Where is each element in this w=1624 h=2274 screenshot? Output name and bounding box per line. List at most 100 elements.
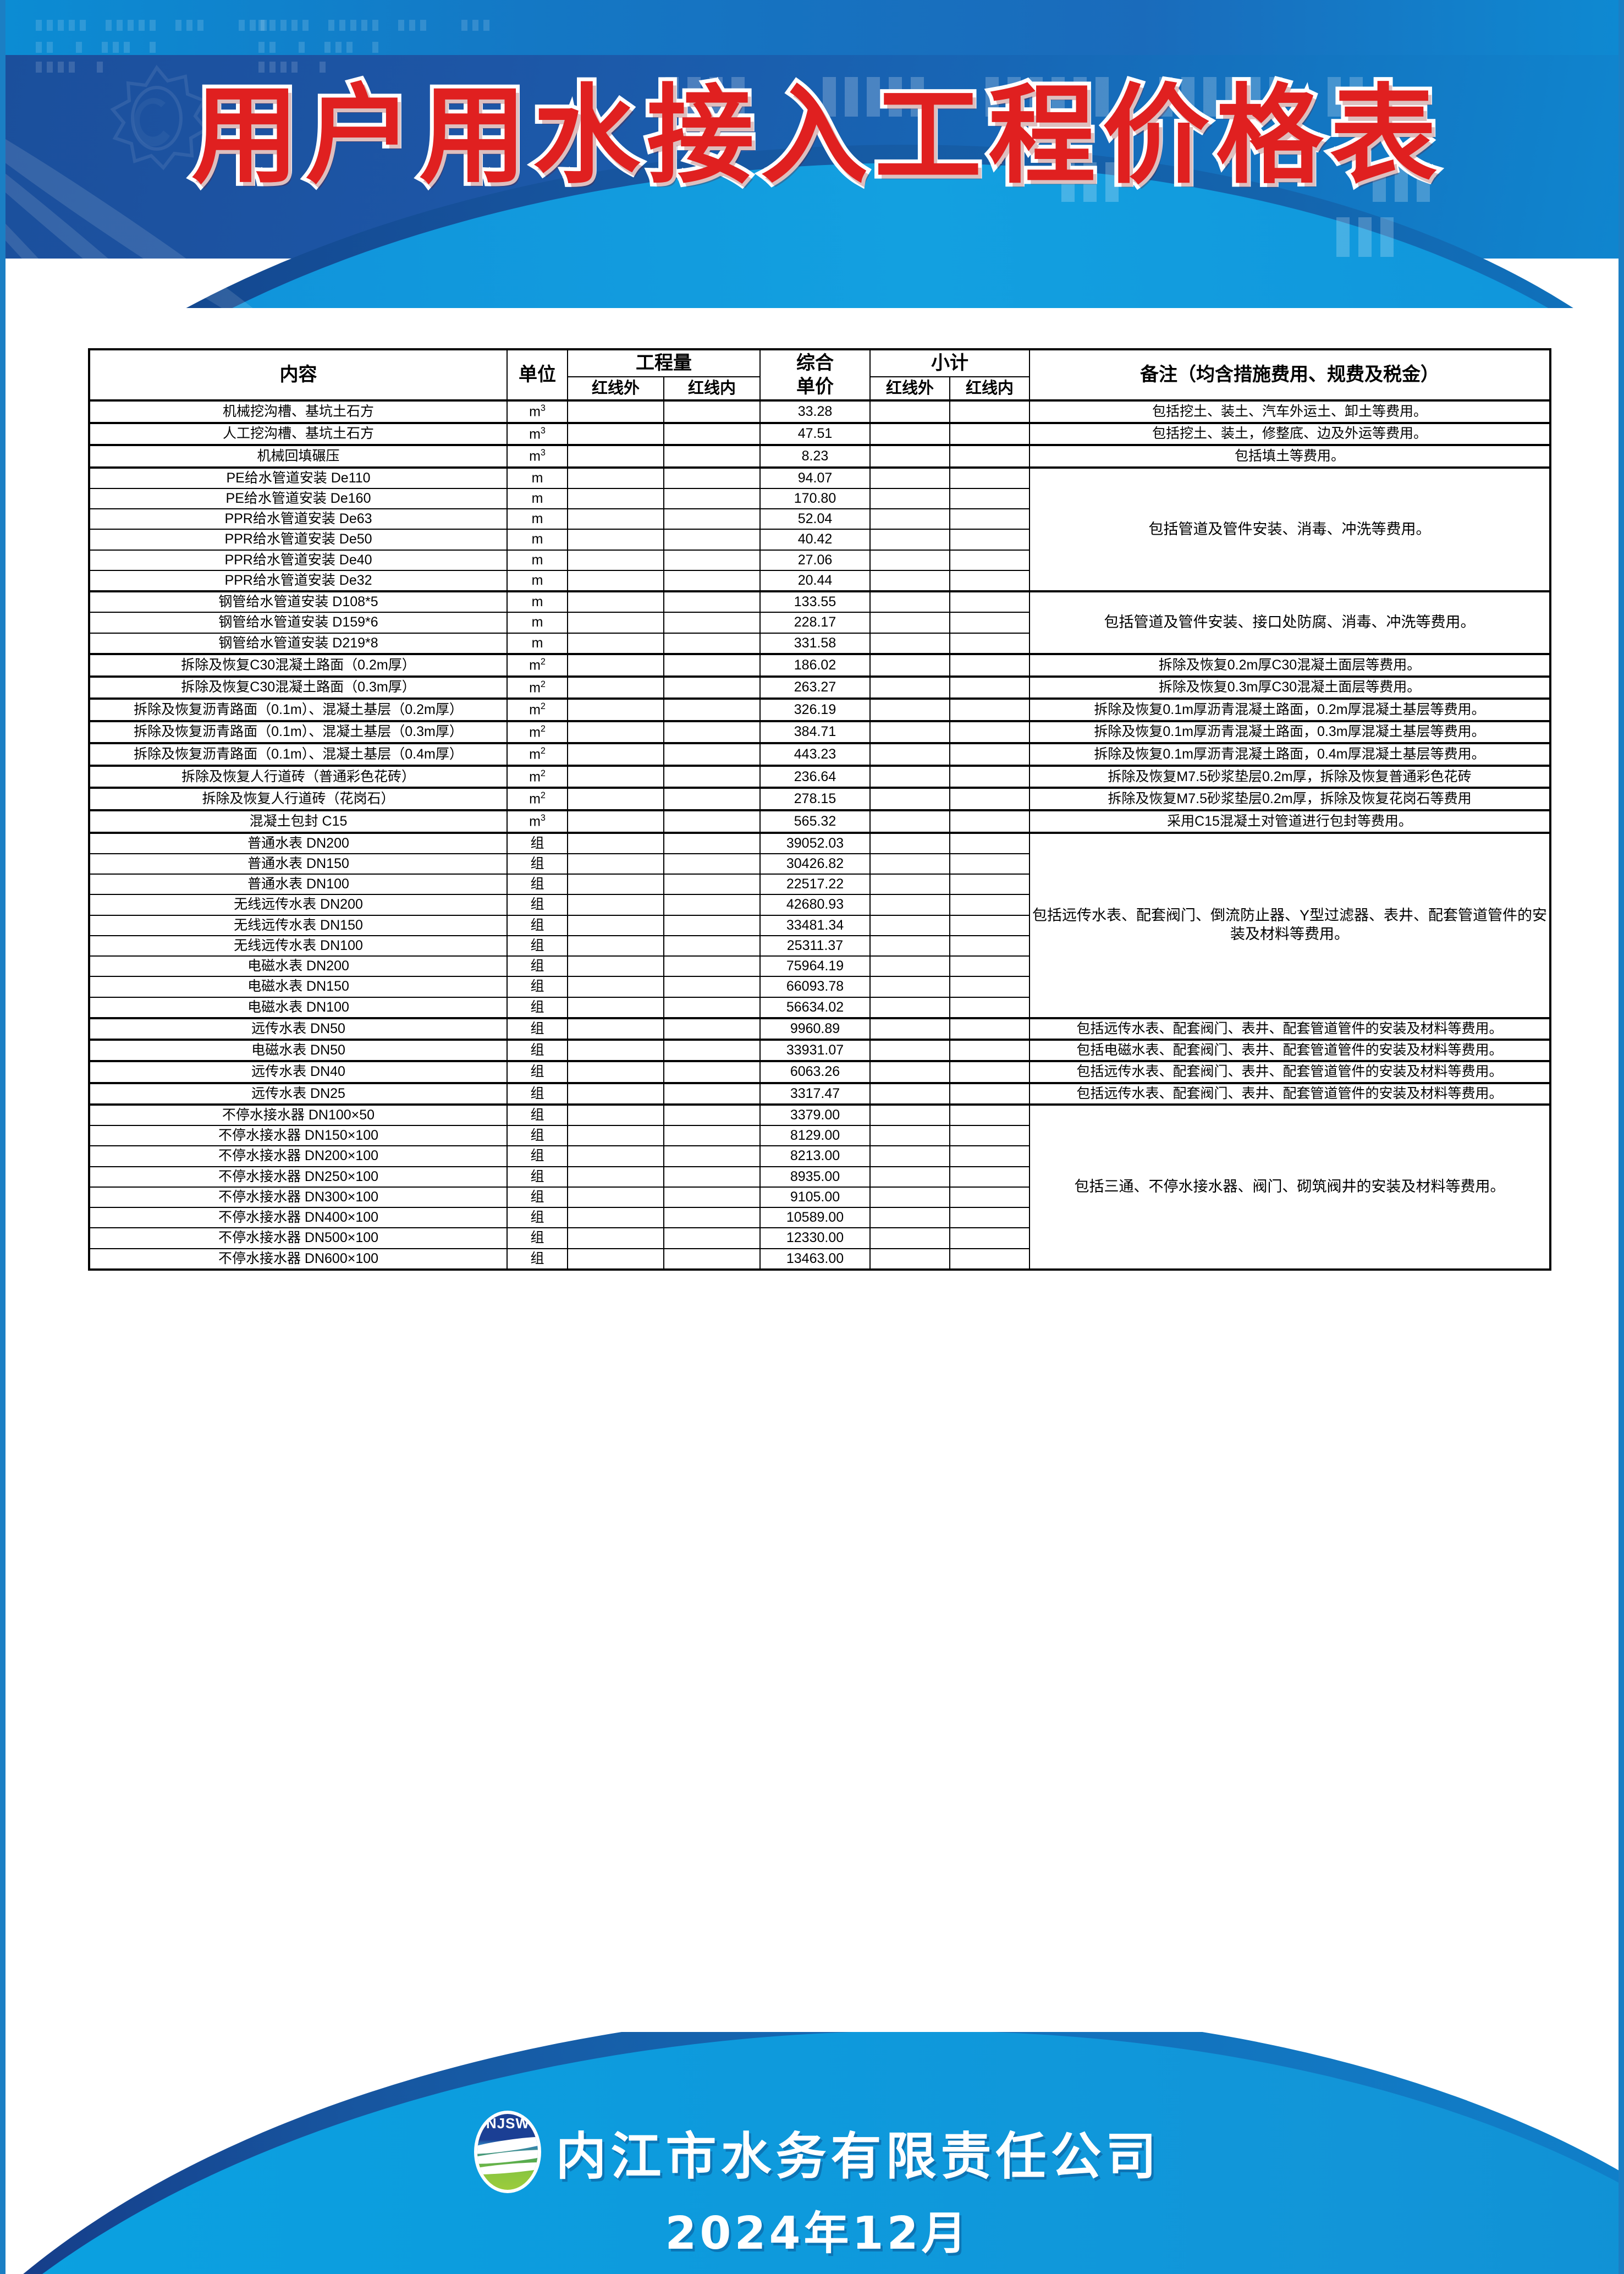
cell-unit-price: 25311.37: [759, 935, 871, 957]
table-row: 不停水接水器 DN500×100 组 12330.00: [89, 1227, 1550, 1249]
cell-unit-price: 326.19: [759, 697, 871, 722]
cell-subtotal-inside: [949, 444, 1030, 468]
cell-quantity-inside: [663, 874, 761, 896]
col-header-subtotal-outside: 红线外: [869, 376, 950, 402]
col-header-quantity-outside: 红线外: [567, 376, 664, 402]
cell-subtotal-outside: [869, 508, 950, 530]
table-row: 普通水表 DN200 组 39052.03 包括远传水表、配套阀门、倒流防止器、Y型过…: [89, 831, 1551, 1019]
cell-unit: 组: [507, 831, 568, 854]
header-pixel-blocks-r2: [1061, 162, 1430, 202]
col-header-unit: 单位: [507, 349, 568, 401]
cell-unit-price: 263.27: [759, 675, 871, 700]
cell-quantity-inside: [663, 1125, 761, 1147]
table-row: 不停水接水器 DN150×100 组 8129.00: [89, 1125, 1550, 1147]
table-row: PE给水管道安装 De160 m 170.80: [89, 487, 1550, 510]
cell-remark: 采用C15混凝土对管道进行包封等费用。: [1029, 809, 1551, 833]
cell-subtotal-inside: [949, 1207, 1030, 1229]
cell-content: 拆除及恢复沥青路面（0.1m）、混凝土基层（0.4m厚）: [89, 742, 508, 766]
cell-quantity-outside: [567, 874, 664, 896]
header-pixel-blocks-tc3: [258, 62, 326, 73]
cell-quantity-inside: [663, 675, 761, 700]
cell-unit: m: [507, 590, 568, 613]
cell-content: 机械挖沟槽、基坑土石方: [89, 399, 508, 424]
cell-subtotal-outside: [869, 831, 950, 854]
cell-subtotal-inside: [949, 1145, 1030, 1167]
header-row-1: 内容 单位 工程量 综合 单价 小计 备注（均含措施费用、规费及税金）: [89, 349, 1551, 401]
cell-content: 混凝土包封 C15: [89, 809, 508, 833]
cell-remark: 包括远传水表、配套阀门、表井、配套管道管件的安装及材料等费用。: [1029, 1060, 1551, 1084]
cell-unit-price: 33931.07: [759, 1039, 871, 1062]
cell-subtotal-outside: [869, 399, 950, 424]
cell-content: 电磁水表 DN100: [89, 996, 508, 1019]
cell-quantity-inside: [663, 1017, 761, 1041]
gear-watermark-icon: [110, 64, 209, 171]
cell-unit: 组: [507, 955, 568, 977]
logo-initials: NJSW: [486, 2115, 530, 2132]
cell-unit: m: [507, 508, 568, 530]
cell-quantity-outside: [567, 1248, 664, 1270]
price-table: 内容 单位 工程量 综合 单价 小计 备注（均含措施费用、规费及税金） 红线外 …: [88, 348, 1551, 1271]
cell-unit: 组: [507, 874, 568, 896]
cell-quantity-inside: [663, 853, 761, 875]
cell-unit-price: 8129.00: [759, 1125, 871, 1147]
cell-unit-price: 8935.00: [759, 1166, 871, 1188]
table-row: 无线远传水表 DN100 组 25311.37: [89, 935, 1550, 957]
cell-quantity-outside: [567, 996, 664, 1019]
cell-subtotal-outside: [869, 612, 950, 634]
cell-subtotal-inside: [949, 787, 1030, 811]
cell-remark: 拆除及恢复0.1m厚沥青混凝土路面，0.3m厚混凝土基层等费用。: [1029, 719, 1551, 744]
cell-quantity-inside: [663, 894, 761, 916]
cell-content: 远传水表 DN40: [89, 1060, 508, 1084]
cell-content: PPR给水管道安装 De32: [89, 569, 508, 592]
table-row: 不停水接水器 DN200×100 组 8213.00: [89, 1145, 1550, 1167]
table-row: 机械回填碾压 m3 8.23 包括填土等费用。: [89, 444, 1551, 468]
cell-remark: 包括挖土、装土、汽车外运土、卸土等费用。: [1029, 399, 1551, 424]
cell-content: 不停水接水器 DN400×100: [89, 1207, 508, 1229]
cell-subtotal-outside: [869, 742, 950, 766]
cell-content: PPR给水管道安装 De63: [89, 508, 508, 530]
cell-unit: 组: [507, 1125, 568, 1147]
cell-quantity-outside: [567, 955, 664, 977]
cell-quantity-outside: [567, 444, 664, 468]
cell-quantity-inside: [663, 590, 761, 613]
cell-quantity-outside: [567, 612, 664, 634]
cell-quantity-outside: [567, 1060, 664, 1084]
cell-quantity-outside: [567, 487, 664, 510]
cell-unit-price: 20.44: [759, 569, 871, 592]
cell-quantity-outside: [567, 466, 664, 489]
cell-quantity-inside: [663, 529, 761, 551]
cell-unit-price: 170.80: [759, 487, 871, 510]
cell-unit: m: [507, 569, 568, 592]
cell-content: PPR给水管道安装 De50: [89, 529, 508, 551]
cell-quantity-inside: [663, 1207, 761, 1229]
cell-content: 不停水接水器 DN500×100: [89, 1227, 508, 1249]
cell-unit: m: [507, 529, 568, 551]
cell-unit-price: 40.42: [759, 529, 871, 551]
cell-subtotal-outside: [869, 809, 950, 833]
cell-quantity-inside: [663, 508, 761, 530]
cell-unit: m3: [507, 421, 568, 446]
cell-subtotal-inside: [949, 1166, 1030, 1188]
cell-quantity-inside: [663, 996, 761, 1019]
cell-quantity-outside: [567, 1125, 664, 1147]
cell-quantity-inside: [663, 719, 761, 744]
cell-subtotal-outside: [869, 1060, 950, 1084]
cell-quantity-inside: [663, 697, 761, 722]
table-row: PPR给水管道安装 De40 m 27.06: [89, 549, 1550, 571]
cell-quantity-outside: [567, 787, 664, 811]
cell-content: 钢管给水管道安装 D159*6: [89, 612, 508, 634]
cell-quantity-outside: [567, 1039, 664, 1062]
cell-quantity-outside: [567, 697, 664, 722]
cell-quantity-outside: [567, 1207, 664, 1229]
col-header-remark: 备注（均含措施费用、规费及税金）: [1029, 349, 1551, 401]
cell-subtotal-inside: [949, 399, 1030, 424]
col-header-subtotal: 小计: [869, 349, 1030, 377]
cell-quantity-inside: [663, 653, 761, 677]
cell-quantity-outside: [567, 1227, 664, 1249]
table-row: 远传水表 DN40 组 6063.26 包括远传水表、配套阀门、表井、配套管道管件的安…: [89, 1060, 1551, 1084]
cell-content: 不停水接水器 DN250×100: [89, 1166, 508, 1188]
cell-subtotal-inside: [949, 590, 1030, 613]
cell-quantity-inside: [663, 1081, 761, 1105]
cell-unit-price: 384.71: [759, 719, 871, 744]
cell-quantity-outside: [567, 508, 664, 530]
